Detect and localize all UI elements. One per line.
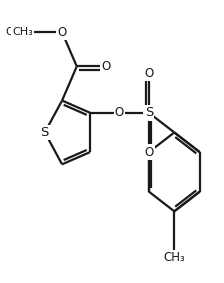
Text: O: O — [101, 60, 111, 73]
Text: CH₃: CH₃ — [164, 251, 185, 264]
Text: S: S — [41, 126, 49, 139]
Text: S: S — [145, 106, 153, 119]
Text: O: O — [115, 106, 124, 119]
Text: O: O — [144, 67, 153, 80]
Text: CH₃: CH₃ — [12, 27, 33, 37]
Text: OCH₃: OCH₃ — [5, 27, 33, 37]
Text: O: O — [144, 146, 153, 159]
Text: O: O — [57, 26, 67, 39]
